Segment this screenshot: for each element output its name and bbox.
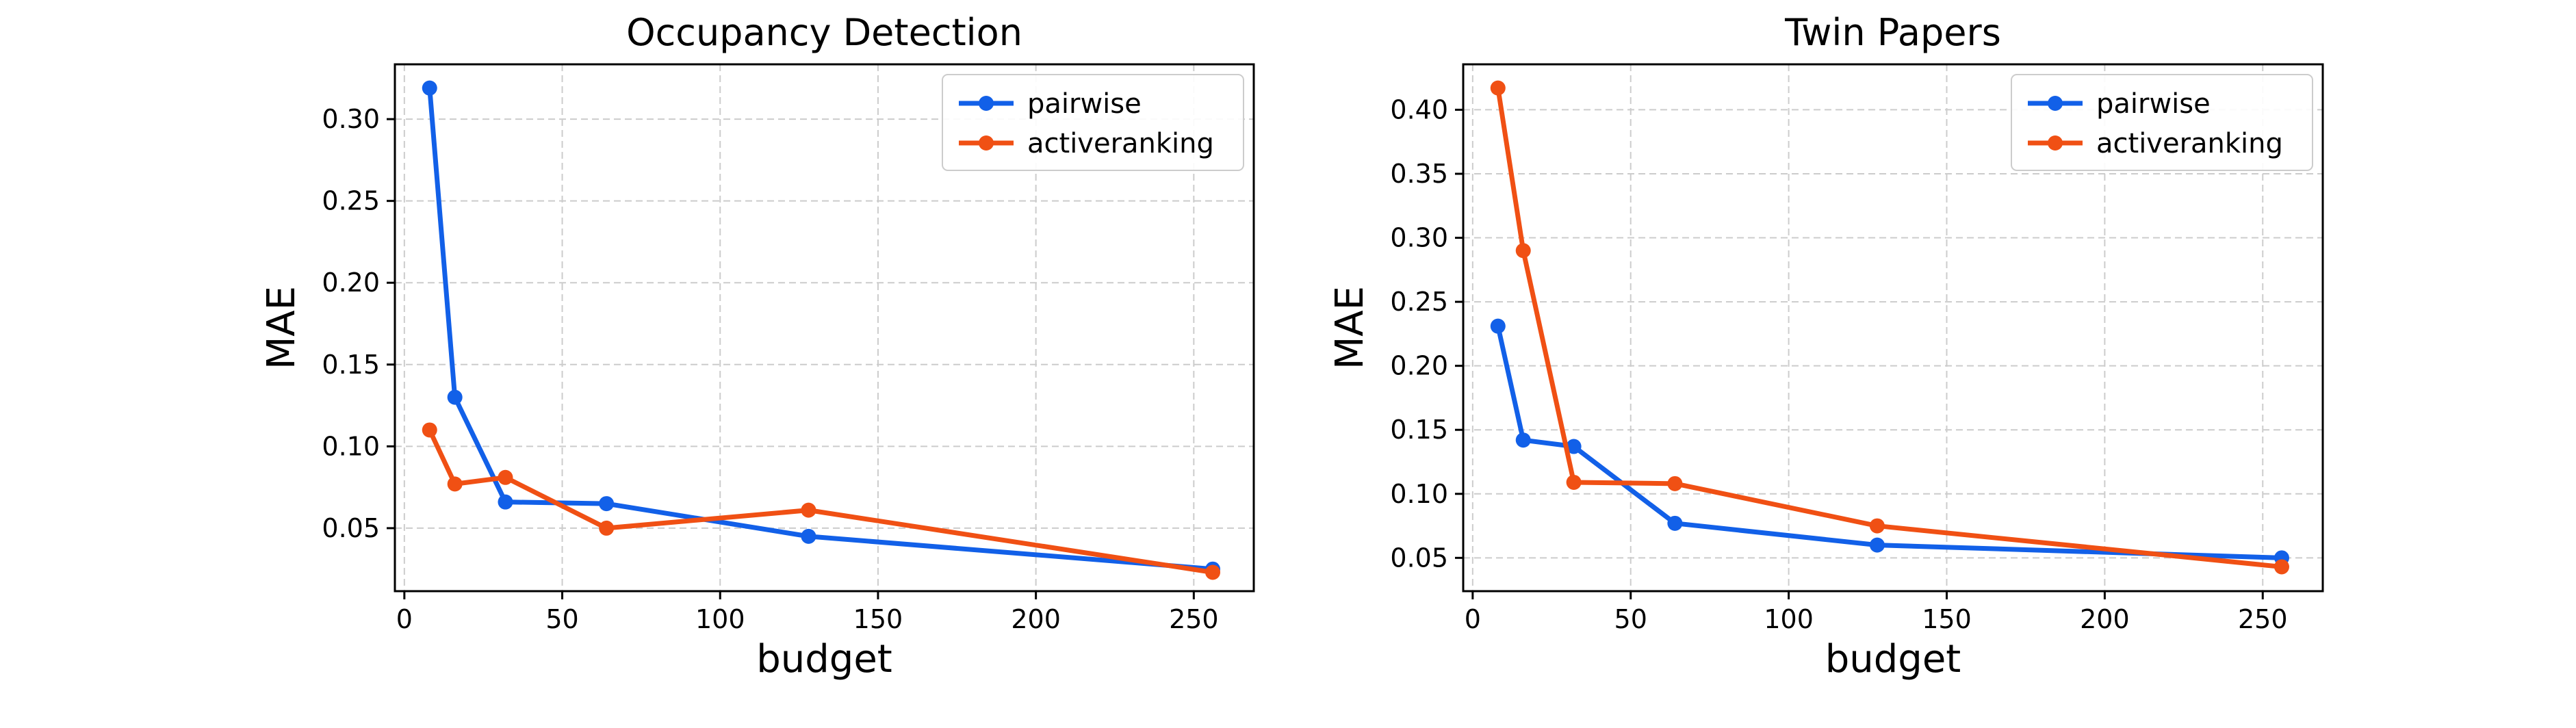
- data-point-activeranking: [1515, 243, 1531, 259]
- y-axis-label: MAE: [259, 286, 304, 369]
- series-line-activeranking: [1495, 86, 2284, 569]
- y-tick-label: 0.15: [1390, 415, 1448, 445]
- legend-box: [942, 74, 1244, 171]
- x-axis-label: budget: [1825, 637, 1961, 681]
- data-point-activeranking: [422, 422, 437, 438]
- x-tick-label: 0: [1465, 604, 1481, 634]
- data-point-activeranking: [801, 502, 816, 518]
- data-point-activeranking: [599, 520, 615, 536]
- data-point-activeranking: [1490, 80, 1506, 96]
- y-tick-label: 0.35: [1390, 159, 1448, 189]
- y-axis-label: MAE: [1328, 286, 1372, 369]
- x-tick-label: 50: [545, 604, 578, 634]
- x-tick-label: 100: [695, 604, 745, 634]
- data-point-pairwise: [1515, 432, 1531, 448]
- y-tick-label: 0.25: [322, 186, 380, 216]
- y-tick-label: 0.05: [322, 513, 380, 543]
- data-point-activeranking: [1205, 564, 1221, 580]
- legend: pairwise activeranking: [942, 74, 1244, 171]
- data-point-activeranking: [1566, 474, 1582, 490]
- x-tick-label: 150: [1922, 604, 1972, 634]
- data-point-pairwise: [1869, 537, 1885, 553]
- y-tick-label: 0.30: [1390, 223, 1448, 253]
- data-point-activeranking: [1667, 476, 1683, 491]
- chart-occupancy: 0 50 100 150 200 250 0.05 0.10 0.15 0.20 0.25 0.30 O…: [259, 11, 1255, 681]
- legend-label-pairwise: pairwise: [2096, 88, 2211, 120]
- data-point-activeranking: [498, 469, 513, 485]
- chart-title: Twin Papers: [1784, 11, 2001, 54]
- x-tick-label: 100: [1764, 604, 1814, 634]
- y-tick-label: 0.10: [1390, 479, 1448, 509]
- x-tick-label: 250: [1169, 604, 1219, 634]
- data-point-pairwise: [447, 389, 463, 405]
- y-tick-label: 0.05: [1390, 543, 1448, 573]
- series-line-activeranking: [427, 427, 1215, 575]
- legend: pairwise activeranking: [2011, 74, 2313, 171]
- legend-label-pairwise: pairwise: [1027, 88, 1142, 120]
- legend-marker-pairwise: [2048, 96, 2063, 111]
- y-tick-label: 0.10: [322, 431, 380, 461]
- y-tick-label: 0.40: [1390, 94, 1448, 125]
- x-tick-label: 0: [396, 604, 413, 634]
- data-point-activeranking: [1869, 518, 1885, 534]
- legend-label-activeranking: activeranking: [1027, 128, 1214, 159]
- x-tick-label: 250: [2238, 604, 2288, 634]
- x-tick-label: 200: [1011, 604, 1061, 634]
- data-point-pairwise: [599, 496, 615, 512]
- legend-marker-pairwise: [979, 96, 994, 111]
- x-axis-label: budget: [756, 637, 892, 681]
- data-point-activeranking: [2274, 559, 2289, 575]
- data-point-pairwise: [1667, 515, 1683, 531]
- chart-twin-papers: 0 50 100 150 200 250 0.05 0.10 0.15 0.20 0.25 0.30 0…: [1328, 11, 2324, 681]
- data-point-pairwise: [1490, 318, 1506, 334]
- legend-marker-activeranking: [2048, 135, 2063, 151]
- x-tick-label: 200: [2080, 604, 2130, 634]
- plot-frame: [1462, 63, 2324, 593]
- data-point-activeranking: [447, 476, 463, 492]
- data-point-pairwise: [801, 528, 816, 544]
- y-tick-label: 0.15: [322, 350, 380, 380]
- series-line-pairwise: [1495, 324, 2284, 560]
- y-tick-label: 0.30: [322, 104, 380, 134]
- legend-marker-activeranking: [979, 135, 994, 151]
- legend-box: [2011, 74, 2313, 171]
- y-tick-label: 0.25: [1390, 287, 1448, 317]
- legend-label-activeranking: activeranking: [2096, 128, 2283, 159]
- x-tick-label: 150: [853, 604, 903, 634]
- x-tick-label: 50: [1614, 604, 1647, 634]
- plot-frame: [394, 63, 1255, 593]
- y-tick-label: 0.20: [1390, 351, 1448, 381]
- chart-title: Occupancy Detection: [626, 11, 1022, 54]
- data-point-pairwise: [1566, 439, 1582, 454]
- data-point-pairwise: [422, 80, 437, 96]
- data-point-pairwise: [498, 494, 513, 510]
- y-tick-label: 0.20: [322, 268, 380, 298]
